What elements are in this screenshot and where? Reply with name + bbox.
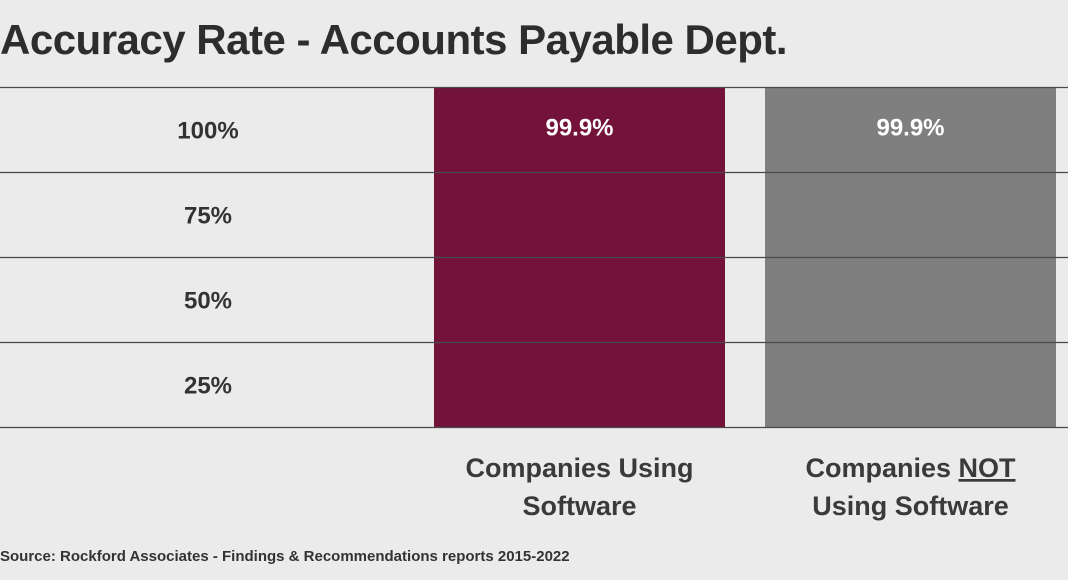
y-tick-label: 100% xyxy=(177,118,238,145)
y-tick-label: 50% xyxy=(184,288,232,315)
y-tick-label: 25% xyxy=(184,373,232,400)
category-label: Companies Using xyxy=(465,453,693,483)
chart-title: Accuracy Rate - Accounts Payable Dept. xyxy=(0,16,788,63)
y-tick-label: 75% xyxy=(184,203,232,230)
category-label: Using Software xyxy=(812,491,1009,521)
category-labels: Companies Using Software Companies NOT Usin… xyxy=(465,453,1016,521)
data-label-1: 99.9% xyxy=(545,114,613,141)
data-labels: 99.9% 99.9% xyxy=(545,114,944,141)
category-label: Software xyxy=(522,491,636,521)
source-note: Source: Rockford Associates - Findings &… xyxy=(0,548,570,565)
gridlines xyxy=(0,86,1068,429)
data-label-2: 99.9% xyxy=(876,114,944,141)
emphasis-word: NOT xyxy=(959,453,1017,483)
category-label: Companies NOT xyxy=(805,453,1016,483)
y-axis-tick-labels: 100% 75% 50% 25% xyxy=(177,118,238,400)
